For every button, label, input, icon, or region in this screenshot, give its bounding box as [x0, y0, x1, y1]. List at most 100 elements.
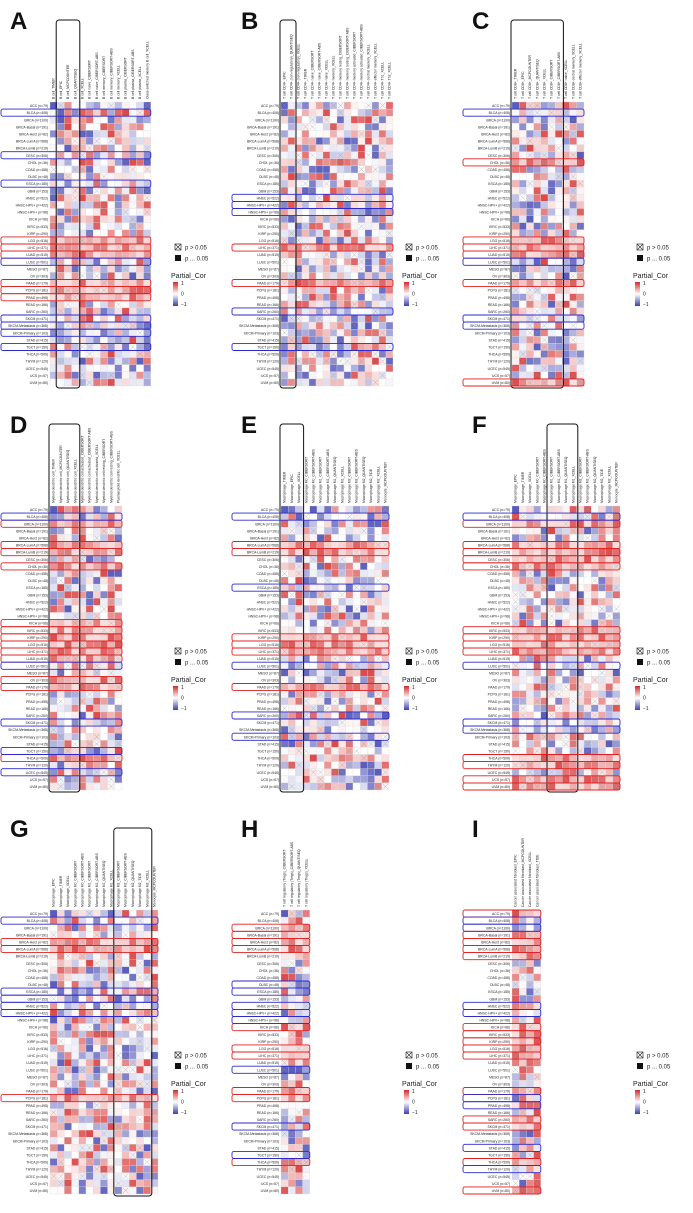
ns-cross [368, 691, 374, 697]
ns-cross [50, 166, 57, 173]
row-label: UVM (n=80) [261, 785, 279, 789]
heatmap-cell [378, 187, 387, 195]
heatmap-cell [49, 782, 58, 791]
heatmap-cell [64, 683, 72, 691]
heatmap-cell [57, 350, 65, 358]
heatmap-cell [57, 987, 65, 996]
row-label: BRCA-LumA (n=568) [478, 140, 510, 144]
ns-cross [344, 230, 351, 237]
heatmap-cell [93, 640, 101, 649]
blue-row-box [462, 725, 621, 734]
ns-cross [303, 712, 309, 719]
heatmap-cell [143, 1051, 151, 1060]
blue-row-box [0, 328, 152, 337]
heatmap-cell [280, 683, 289, 691]
heatmap-cell [57, 704, 65, 713]
heatmap-cell [93, 916, 101, 925]
row-label: GBM (n=153) [259, 189, 279, 193]
heatmap-cell [569, 343, 577, 351]
heatmap-cell [100, 108, 108, 117]
heatmap-cell [280, 740, 289, 748]
heatmap-cell [540, 258, 549, 266]
heatmap-cell [64, 215, 72, 223]
heatmap-cell [315, 307, 324, 316]
heatmap-cell [71, 733, 79, 741]
heatmap-cell [57, 1129, 65, 1138]
ns-cross [563, 244, 569, 251]
ns-cross [50, 173, 57, 180]
row-label: MESO (n=87) [258, 671, 279, 675]
heatmap-cell [605, 555, 613, 563]
ns-cross [599, 627, 605, 633]
heatmap-cell [49, 697, 58, 705]
ns-cross [556, 698, 562, 704]
blue-row-box [231, 512, 390, 521]
heatmap-cell [357, 378, 366, 387]
heatmap-cell [288, 512, 296, 521]
ns-cross [556, 117, 562, 123]
heatmap-cell [85, 683, 94, 691]
ns-cross [548, 563, 555, 570]
ns-cross [115, 584, 122, 591]
heatmap-cell [295, 583, 303, 592]
ns-cross [137, 1081, 143, 1087]
heatmap-cell [100, 215, 108, 223]
heatmap-cell [364, 364, 373, 372]
column-highlight-box [279, 19, 297, 389]
heatmap-cell [136, 1108, 144, 1117]
ns-cross [72, 1031, 78, 1037]
heatmap-cell [71, 222, 79, 230]
heatmap-cell [57, 1115, 65, 1124]
heatmap-cell [338, 782, 346, 791]
heatmap-cell [324, 512, 332, 521]
heatmap-cell [280, 690, 289, 698]
ns-cross [563, 251, 569, 258]
heatmap-cell [555, 527, 563, 535]
ns-cross [332, 769, 338, 775]
colorbar-tick: 0 [181, 696, 184, 702]
column-label: B cell_MCPCOUNTER [66, 64, 70, 99]
heatmap-cell [511, 300, 520, 309]
heatmap-cell [345, 619, 354, 627]
ns-cross [534, 698, 540, 704]
heatmap-cell [526, 683, 534, 691]
heatmap-cell [371, 108, 380, 117]
heatmap-cell [374, 754, 382, 762]
column-label: Macrophage_EPIC [52, 878, 56, 907]
heatmap-cell [295, 555, 303, 563]
ns-cross [592, 712, 598, 719]
heatmap-cell [331, 626, 339, 634]
heatmap-cell [511, 151, 520, 159]
heatmap-cell [114, 676, 123, 684]
heatmap-cell [526, 172, 534, 181]
ns-cross [58, 556, 64, 562]
heatmap-cell [569, 144, 577, 152]
heatmap-cell [324, 583, 332, 592]
ns-cross [79, 131, 86, 137]
ns-cross [520, 783, 526, 790]
heatmap-cell [612, 669, 621, 677]
row-label: ESCA (n=185) [257, 586, 279, 590]
heatmap-cell [49, 1073, 58, 1081]
heatmap-cell [526, 371, 534, 380]
heatmap-cell [583, 598, 592, 606]
row-label: HNSC (n=522) [257, 600, 279, 604]
heatmap-cell [114, 1016, 123, 1024]
heatmap-cell [287, 371, 296, 380]
heatmap-cell [374, 534, 382, 542]
heatmap-cell [569, 300, 577, 309]
ns-cross [512, 606, 519, 612]
row-label: OV (n=303) [261, 679, 279, 683]
heatmap-cell [57, 272, 65, 280]
heatmap-cell [583, 619, 592, 627]
heatmap-cell [378, 243, 387, 252]
heatmap-cell [100, 236, 108, 245]
heatmap-cell [143, 1023, 151, 1031]
heatmap-cell [357, 123, 366, 131]
heatmap-cell [143, 265, 151, 273]
heatmap-cell [129, 279, 137, 287]
heatmap-cell [100, 1037, 108, 1046]
heatmap-cell [329, 378, 338, 387]
row-label: HNSC-HPV+ (n=98) [17, 615, 48, 619]
heatmap-cell [576, 222, 585, 230]
